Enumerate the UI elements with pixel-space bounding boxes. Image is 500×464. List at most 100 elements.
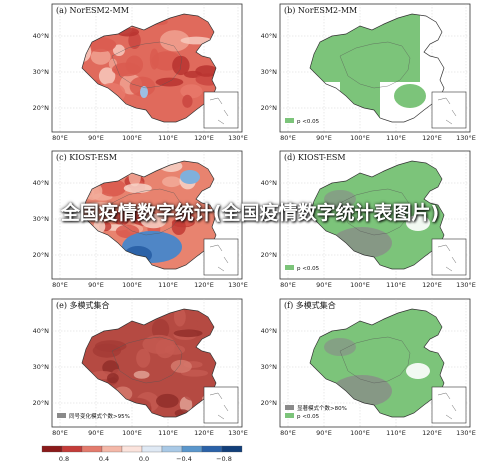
colorbar-label: −0.8 (216, 455, 232, 463)
field-blob (140, 213, 167, 229)
lon-tick-label: 100°E (122, 134, 142, 142)
colorbar-label: −0.4 (176, 455, 192, 463)
lon-tick-label: 80°E (280, 134, 296, 142)
legend-label: p <0.05 (297, 414, 320, 420)
panel-title: (c) KIOST-ESM (56, 153, 117, 162)
lon-tick-label: 80°E (280, 281, 296, 289)
lon-tick-label: 120°E (194, 429, 214, 437)
lon-tick-label: 90°E (88, 281, 104, 289)
field-blob (89, 209, 100, 223)
legend-label: 同号变化模式个数>95% (69, 412, 130, 420)
lon-tick-label: 90°E (316, 134, 332, 142)
panel-title: (b) NorESM2-MM (284, 6, 357, 15)
lat-tick-label: 20°N (33, 104, 50, 112)
south-sea-islands (437, 392, 457, 420)
lon-tick-label: 130°E (228, 134, 248, 142)
legend-swatch (57, 413, 66, 418)
colorbar-label: 0.4 (99, 455, 109, 463)
field-blob (184, 389, 203, 401)
field-blob (112, 44, 125, 57)
field-blob (173, 329, 203, 338)
colorbar-segment (81, 445, 103, 453)
field-blob (159, 30, 190, 52)
lat-tick-label: 30°N (33, 215, 50, 223)
legend-label: 显著模式个数>80% (297, 404, 347, 412)
map-panel-1: (a) NorESM2-MM 40°N 30°N 20°N 80°E 90°E 100°E 1… (33, 3, 248, 142)
south-sea-inset (203, 386, 239, 424)
colorbar-segment (161, 445, 183, 453)
colorbar-segment (221, 445, 243, 453)
lon-tick-label: 130°E (456, 429, 476, 437)
lon-tick-label: 110°E (386, 429, 406, 437)
legend-label: p <0.05 (297, 266, 320, 272)
map-panel-2: (b) NorESM2-MM p <0.05 40°N 30°N 20°N 80°E 90°… (261, 3, 476, 142)
lon-tick-label: 110°E (158, 281, 178, 289)
lat-tick-label: 30°N (33, 68, 50, 76)
lat-tick-label: 20°N (261, 251, 278, 259)
lat-tick-label: 40°N (261, 32, 278, 40)
south-sea-inset (431, 91, 467, 129)
colorbar-label: 0.0 (139, 455, 149, 463)
colorbar-segment (181, 445, 203, 453)
field-blob (113, 209, 131, 226)
field-blob (155, 77, 184, 87)
south-sea-inset (431, 386, 467, 424)
lat-tick-label: 30°N (261, 68, 278, 76)
lat-tick-label: 40°N (261, 179, 278, 187)
lon-tick-label: 90°E (88, 429, 104, 437)
colorbar-segment (121, 445, 143, 453)
field-blob (107, 372, 119, 384)
colorbar-segment (201, 445, 223, 453)
field-blob (151, 318, 170, 340)
lon-tick-label: 90°E (88, 134, 104, 142)
lon-tick-label: 110°E (386, 134, 406, 142)
nonsig-region (324, 190, 356, 208)
nonsig-region (324, 338, 356, 356)
field-blob (179, 396, 193, 413)
field-blob (170, 359, 192, 373)
lon-tick-label: 120°E (422, 429, 442, 437)
lon-tick-label: 100°E (350, 281, 370, 289)
lat-tick-label: 40°N (33, 179, 50, 187)
lon-tick-label: 100°E (122, 429, 142, 437)
lat-tick-label: 20°N (33, 399, 50, 407)
south-sea-inset (203, 238, 239, 276)
south-sea-islands (437, 97, 457, 125)
colorbar-segment (41, 445, 63, 453)
lat-tick-label: 40°N (261, 327, 278, 335)
field-blob (86, 201, 113, 210)
legend-swatch-grey (285, 405, 294, 410)
south-sea-islands (209, 244, 229, 272)
field-blob (136, 348, 151, 368)
south-sea-inset (203, 91, 239, 129)
lat-tick-label: 20°N (261, 104, 278, 112)
lon-tick-label: 130°E (228, 429, 248, 437)
field-blob (162, 176, 182, 188)
lon-tick-label: 110°E (158, 429, 178, 437)
panel-title: (e) 多模式集合 (56, 300, 110, 310)
lon-tick-label: 100°E (350, 134, 370, 142)
field-blob (123, 183, 152, 194)
field-blob-blue (180, 170, 200, 184)
lat-tick-label: 20°N (33, 251, 50, 259)
blank-region (406, 363, 430, 379)
panel-title: (d) KIOST-ESM (284, 153, 346, 162)
lon-tick-label: 110°E (386, 281, 406, 289)
sig-region (394, 84, 426, 108)
south-sea-islands (437, 244, 457, 272)
lon-tick-label: 90°E (316, 429, 332, 437)
colorbar: 0.8 0.4 0.0 −0.4 −0.8 (41, 445, 243, 463)
legend-swatch (285, 413, 294, 418)
lat-tick-label: 20°N (261, 399, 278, 407)
field-blob (156, 393, 179, 408)
field-blob (90, 48, 111, 65)
lon-tick-label: 80°E (52, 429, 68, 437)
lon-tick-label: 120°E (194, 134, 214, 142)
lon-tick-label: 80°E (280, 429, 296, 437)
field-blob (111, 62, 141, 77)
field-blob (173, 309, 186, 327)
lon-tick-label: 130°E (456, 134, 476, 142)
south-sea-islands (209, 97, 229, 125)
